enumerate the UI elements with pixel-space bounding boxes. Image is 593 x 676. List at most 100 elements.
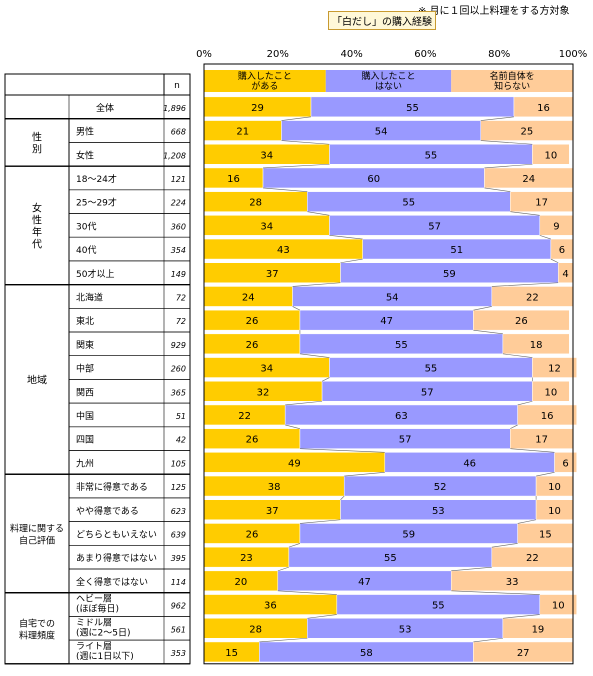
data-label: 28 bbox=[249, 624, 262, 635]
row-n: 51 bbox=[176, 412, 186, 421]
connector-line bbox=[281, 116, 312, 121]
data-label: 43 bbox=[277, 245, 290, 256]
group-label: 別 bbox=[32, 143, 42, 155]
data-label: 26 bbox=[246, 340, 259, 351]
bar-segment bbox=[517, 404, 577, 426]
data-label: 26 bbox=[246, 316, 259, 327]
data-label: 20 bbox=[235, 577, 248, 588]
x-tick-label: 0% bbox=[196, 49, 212, 60]
connector-line bbox=[473, 306, 492, 311]
row-n: 72 bbox=[176, 317, 186, 326]
row-n: 125 bbox=[171, 483, 186, 492]
data-label: 15 bbox=[539, 529, 552, 540]
connector-line bbox=[539, 235, 551, 240]
connector-line bbox=[299, 448, 385, 453]
connector-line bbox=[281, 140, 330, 145]
data-label: 55 bbox=[406, 103, 419, 114]
data-label: 22 bbox=[238, 411, 251, 422]
connector-line bbox=[484, 163, 533, 169]
connector-line bbox=[307, 614, 337, 619]
data-label: 10 bbox=[544, 387, 557, 398]
data-label: 55 bbox=[425, 150, 438, 161]
connector-line bbox=[344, 472, 385, 477]
bar-segment bbox=[532, 381, 570, 402]
data-label: 34 bbox=[260, 364, 273, 375]
row-n: 260 bbox=[171, 365, 186, 374]
group-label: 料理に関する bbox=[10, 522, 64, 534]
connector-line bbox=[263, 187, 308, 192]
legend-label: 購入したこと bbox=[361, 70, 415, 82]
data-label: 26 bbox=[246, 435, 259, 446]
row-label: やや得意である bbox=[76, 505, 139, 517]
row-label: 女性 bbox=[76, 149, 94, 161]
data-label: 6 bbox=[562, 458, 568, 469]
legend-title: 「白だし」の購入経験 bbox=[328, 11, 436, 30]
row-n: 353 bbox=[171, 649, 186, 658]
data-label: 18 bbox=[530, 340, 543, 351]
connector-line bbox=[340, 495, 345, 500]
bar-segment bbox=[502, 333, 570, 355]
row-n: 121 bbox=[171, 175, 186, 184]
x-tick-label: 100% bbox=[559, 49, 588, 60]
connector-line bbox=[292, 282, 341, 287]
row-label: 中国 bbox=[76, 410, 94, 422]
row-n: 360 bbox=[171, 222, 186, 231]
row-n: 962 bbox=[171, 602, 186, 611]
data-label: 17 bbox=[535, 198, 548, 209]
connector-line bbox=[510, 211, 540, 216]
row-label: (週に2～5日) bbox=[76, 627, 130, 638]
connector-line bbox=[263, 163, 330, 169]
row-label: 北海道 bbox=[76, 291, 103, 303]
data-label: 47 bbox=[380, 316, 393, 327]
connector-line bbox=[307, 211, 330, 216]
data-label: 34 bbox=[260, 150, 273, 161]
data-label: 16 bbox=[541, 411, 554, 422]
legend-swatch bbox=[451, 70, 573, 92]
data-label: 26 bbox=[246, 529, 259, 540]
row-label: ライト層 bbox=[76, 641, 112, 652]
row-label: どちらともいえない bbox=[76, 529, 157, 540]
data-label: 38 bbox=[268, 482, 281, 493]
data-label: 12 bbox=[548, 364, 561, 375]
group-label: 地域 bbox=[27, 373, 47, 386]
row-n: 105 bbox=[171, 459, 186, 468]
connector-line bbox=[299, 519, 341, 524]
row-n: 149 bbox=[171, 270, 186, 279]
row-n: 668 bbox=[171, 128, 186, 137]
data-label: 22 bbox=[526, 292, 539, 303]
legend-label: はない bbox=[375, 81, 402, 92]
group-label: 性 bbox=[32, 213, 42, 226]
n-header: n bbox=[174, 81, 180, 91]
data-label: 59 bbox=[443, 269, 456, 280]
row-label: 関東 bbox=[76, 339, 94, 351]
data-label: 51 bbox=[450, 245, 463, 256]
row-n: 1,896 bbox=[163, 104, 186, 113]
row-n: 1,208 bbox=[163, 151, 186, 160]
row-label: 男性 bbox=[76, 126, 94, 138]
group-label: 性 bbox=[32, 130, 42, 143]
connector-line bbox=[259, 637, 308, 643]
data-label: 28 bbox=[249, 198, 262, 209]
data-label: 58 bbox=[360, 648, 373, 659]
row-label: (週に1日以下) bbox=[76, 651, 134, 662]
row-label: 非常に得意である bbox=[76, 481, 148, 493]
connector-line bbox=[473, 637, 503, 643]
connector-line bbox=[277, 590, 337, 595]
row-n: 929 bbox=[171, 341, 186, 350]
data-label: 29 bbox=[251, 103, 264, 114]
data-label: 49 bbox=[288, 458, 301, 469]
data-label: 55 bbox=[432, 601, 445, 612]
connector-line bbox=[292, 306, 301, 311]
bar-segment bbox=[532, 357, 577, 378]
row-n: 639 bbox=[171, 530, 186, 539]
connector-line bbox=[451, 566, 492, 572]
data-label: 34 bbox=[260, 221, 273, 232]
data-label: 6 bbox=[559, 245, 565, 256]
data-label: 57 bbox=[399, 435, 412, 446]
group-label: 自宅での bbox=[19, 617, 55, 629]
connector-line bbox=[536, 472, 555, 477]
row-n: 42 bbox=[176, 436, 186, 445]
data-label: 10 bbox=[548, 482, 561, 493]
data-label: 55 bbox=[384, 553, 397, 564]
